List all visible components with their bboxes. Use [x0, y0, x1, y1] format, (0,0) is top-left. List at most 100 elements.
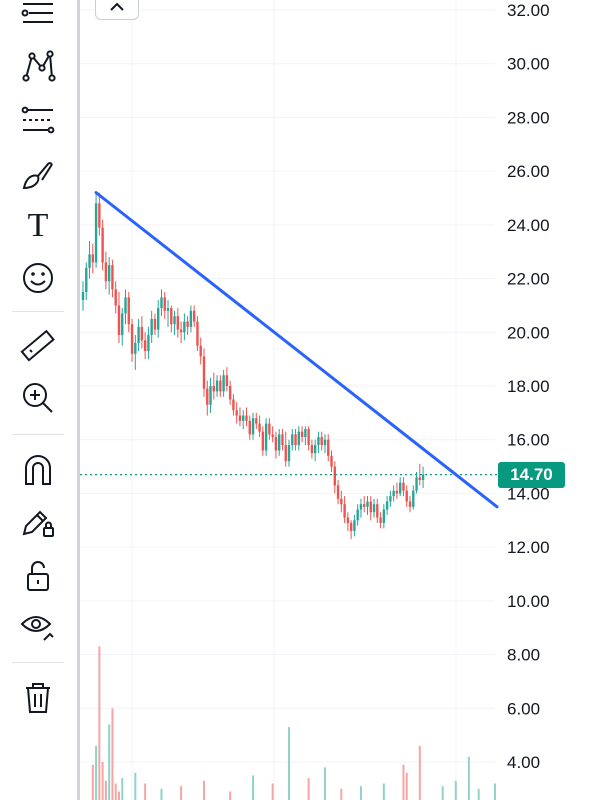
candle-body — [415, 477, 418, 491]
volume-bar — [95, 745, 98, 800]
candle-body — [160, 297, 163, 309]
tool-emoji[interactable] — [14, 256, 62, 300]
volume-bar — [108, 724, 111, 800]
candle-body — [421, 474, 425, 480]
price-tick-label: 4.00 — [507, 753, 540, 772]
candle-body — [287, 445, 291, 462]
tool-magnet[interactable] — [14, 448, 62, 492]
candle-body — [369, 501, 372, 513]
candle-body — [261, 431, 265, 451]
candle-body — [225, 375, 229, 386]
candle-body — [228, 386, 232, 400]
candle-body — [258, 423, 261, 432]
candle-body — [251, 418, 255, 435]
candle-body — [104, 262, 108, 282]
candle-body — [117, 305, 121, 335]
collapse-button[interactable] — [95, 0, 139, 20]
candle-body — [183, 321, 186, 333]
candle-body — [336, 485, 340, 499]
candle-body — [392, 490, 395, 497]
candle-body — [189, 310, 193, 327]
candle-body — [343, 504, 346, 518]
candle-body — [242, 415, 245, 421]
candle-body — [137, 326, 140, 344]
price-tick-label: 10.00 — [507, 592, 550, 611]
candle-body — [173, 316, 176, 325]
last-price-label: 14.70 — [498, 462, 565, 488]
zoom-in-icon — [23, 383, 53, 413]
tool-lock-drawings[interactable] — [14, 500, 62, 544]
trendline[interactable] — [94, 191, 499, 509]
price-tick-label: 22.00 — [507, 270, 550, 289]
candle-body — [170, 308, 173, 325]
candle-body — [395, 490, 399, 494]
price-tick-label: 18.00 — [507, 377, 550, 396]
candle-body — [88, 254, 91, 268]
candle-body — [291, 434, 294, 446]
candle-body — [405, 490, 408, 502]
candle-body — [202, 356, 206, 389]
candle-body — [101, 227, 104, 263]
volume-bar — [454, 780, 457, 800]
volume-bars — [91, 646, 497, 800]
candle-body — [124, 297, 127, 314]
candle-body — [313, 445, 317, 454]
price-tick-label: 20.00 — [507, 323, 550, 342]
candle-body — [363, 504, 366, 507]
candle-body — [209, 386, 212, 405]
volume-bar — [229, 791, 232, 800]
price-tick-label: 16.00 — [507, 431, 550, 450]
candle-body — [281, 434, 284, 446]
candle-body — [91, 254, 95, 263]
candle-body — [274, 437, 278, 451]
tool-lock-all[interactable] — [14, 554, 62, 598]
candle-body — [215, 380, 219, 392]
price-tick-label: 32.00 — [507, 1, 550, 20]
candle-body — [264, 423, 268, 451]
tool-brush[interactable] — [14, 152, 62, 196]
tool-zoom[interactable] — [14, 376, 62, 420]
unlock-icon — [27, 561, 49, 591]
candle-body — [418, 477, 422, 480]
volume-bar — [180, 786, 183, 800]
tool-text[interactable]: T — [14, 204, 62, 248]
candle-body — [310, 445, 314, 454]
volume-bar — [441, 786, 444, 800]
candle-body — [163, 297, 166, 311]
volume-bar — [134, 772, 137, 800]
candle-body — [340, 498, 343, 505]
tool-remove[interactable] — [14, 676, 62, 720]
tool-fibonacci[interactable] — [14, 98, 62, 142]
tool-lines[interactable] — [14, 0, 62, 36]
price-tick-label: 8.00 — [507, 646, 540, 665]
brush-icon — [22, 162, 53, 190]
drawing-toolbar: T — [0, 0, 76, 800]
candle-body — [327, 439, 330, 456]
volume-bar — [340, 788, 343, 800]
candle-body — [278, 434, 281, 451]
candle-body — [222, 375, 225, 392]
candle-body — [372, 504, 376, 513]
candle-body — [268, 423, 271, 435]
tool-measure[interactable] — [14, 324, 62, 368]
candle-body — [349, 522, 353, 532]
pattern-icon — [22, 50, 56, 82]
candle-body — [366, 501, 369, 507]
volume-bar — [121, 778, 124, 800]
volume-bar — [494, 783, 497, 800]
candle-body — [166, 308, 170, 311]
tool-patterns[interactable] — [14, 44, 62, 88]
fib-levels-icon — [21, 106, 55, 134]
tool-hide[interactable] — [14, 604, 62, 648]
candle-body — [307, 428, 310, 446]
candle-body — [238, 415, 242, 421]
horizontal-lines-icon — [21, 3, 53, 23]
candle-body — [356, 509, 359, 521]
candle-body — [398, 482, 402, 494]
trash-icon — [26, 683, 50, 713]
price-tick-label: 14.00 — [507, 484, 550, 503]
volume-bar — [467, 756, 470, 800]
candle-body — [81, 292, 85, 301]
candle-body — [402, 482, 405, 491]
